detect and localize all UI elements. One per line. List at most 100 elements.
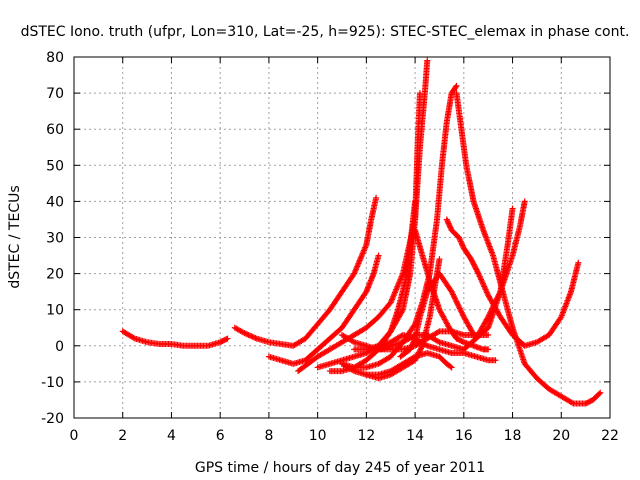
data-point xyxy=(443,216,450,223)
y-axis-label: dSTEC / TECUs xyxy=(7,185,23,288)
x-tick-label: 12 xyxy=(357,428,375,444)
chart-title: dSTEC Iono. truth (ufpr, Lon=310, Lat=-2… xyxy=(21,24,630,40)
data-point xyxy=(453,82,460,89)
series-12 xyxy=(397,205,516,360)
data-point xyxy=(521,198,528,205)
data-point xyxy=(435,329,442,336)
data-point xyxy=(596,390,603,397)
data-point xyxy=(373,194,380,201)
data-point xyxy=(413,354,420,361)
data-point xyxy=(447,363,454,370)
data-point xyxy=(418,345,425,352)
data-point xyxy=(435,338,442,345)
data-point xyxy=(569,399,576,406)
data-point xyxy=(452,84,459,91)
data-point xyxy=(469,258,476,265)
series-6 xyxy=(339,82,460,371)
x-tick-label: 6 xyxy=(216,428,225,444)
data-point xyxy=(472,264,479,271)
data-point xyxy=(349,367,356,374)
data-point xyxy=(244,331,251,338)
data-point xyxy=(424,57,431,64)
series-1 xyxy=(231,194,380,349)
data-point xyxy=(409,340,416,347)
data-point xyxy=(436,256,443,263)
y-tick-label: 80 xyxy=(46,50,64,66)
x-tick-label: 10 xyxy=(309,428,327,444)
y-tick-label: 40 xyxy=(46,194,64,210)
series-2 xyxy=(265,252,382,367)
data-point xyxy=(485,331,492,338)
y-tick-label: 20 xyxy=(46,267,64,283)
data-point xyxy=(597,389,604,396)
data-point xyxy=(375,252,382,259)
x-tick-label: 20 xyxy=(552,428,570,444)
data-point xyxy=(444,217,451,224)
data-point xyxy=(411,336,418,343)
data-point xyxy=(245,331,252,338)
series-0 xyxy=(119,328,231,349)
data-point xyxy=(468,256,475,263)
data-point xyxy=(458,241,465,248)
x-tick-label: 18 xyxy=(504,428,522,444)
y-tick-label: -20 xyxy=(41,411,64,427)
data-point xyxy=(473,266,480,273)
series-13 xyxy=(412,227,492,353)
series-10 xyxy=(351,331,499,364)
x-tick-label: 4 xyxy=(167,428,176,444)
x-tick-label: 22 xyxy=(601,428,619,444)
data-point xyxy=(457,238,464,245)
x-axis-label: GPS time / hours of day 245 of year 2011 xyxy=(195,460,485,476)
data-point xyxy=(251,334,258,341)
data-point xyxy=(409,342,416,349)
data-point xyxy=(455,234,462,241)
data-point xyxy=(410,339,417,346)
x-tick-label: 16 xyxy=(455,428,473,444)
data-point xyxy=(412,355,419,362)
data-point xyxy=(242,330,249,337)
data-point xyxy=(458,239,465,246)
data-point xyxy=(474,269,481,276)
data-point xyxy=(448,364,455,371)
x-tick-label: 0 xyxy=(70,428,79,444)
data-point xyxy=(417,346,424,353)
y-tick-label: 10 xyxy=(46,303,64,319)
data-point xyxy=(445,220,452,227)
data-point xyxy=(415,350,422,357)
data-point xyxy=(386,329,393,336)
data-point xyxy=(447,224,454,231)
y-tick-label: 30 xyxy=(46,231,64,247)
y-tick-label: 60 xyxy=(46,122,64,138)
data-point xyxy=(471,262,478,269)
data-point xyxy=(456,235,463,242)
data-point xyxy=(407,346,414,353)
data-point xyxy=(414,353,421,360)
series-15 xyxy=(453,90,604,407)
data-point xyxy=(472,265,479,272)
data-point xyxy=(459,242,466,249)
data-point xyxy=(412,357,419,364)
data-point xyxy=(468,257,475,264)
data-point xyxy=(414,351,421,358)
data-point xyxy=(509,205,516,212)
data-point xyxy=(492,357,499,364)
plot-frame xyxy=(73,56,611,419)
data-point xyxy=(349,338,356,345)
data-point xyxy=(485,346,492,353)
data-point xyxy=(224,335,231,342)
data-point xyxy=(252,334,259,341)
y-tick-label: 70 xyxy=(46,86,64,102)
data-point xyxy=(412,198,419,205)
data-point xyxy=(470,261,477,268)
data-point xyxy=(416,349,423,356)
y-tick-label: 50 xyxy=(46,158,64,174)
data-point xyxy=(248,333,255,340)
data-point xyxy=(575,259,582,266)
data-point xyxy=(223,336,230,343)
y-tick-label: -10 xyxy=(41,375,64,391)
series-14 xyxy=(443,216,582,349)
y-tick-label: 0 xyxy=(55,339,64,355)
data-point xyxy=(459,338,466,345)
data-point xyxy=(411,322,418,329)
